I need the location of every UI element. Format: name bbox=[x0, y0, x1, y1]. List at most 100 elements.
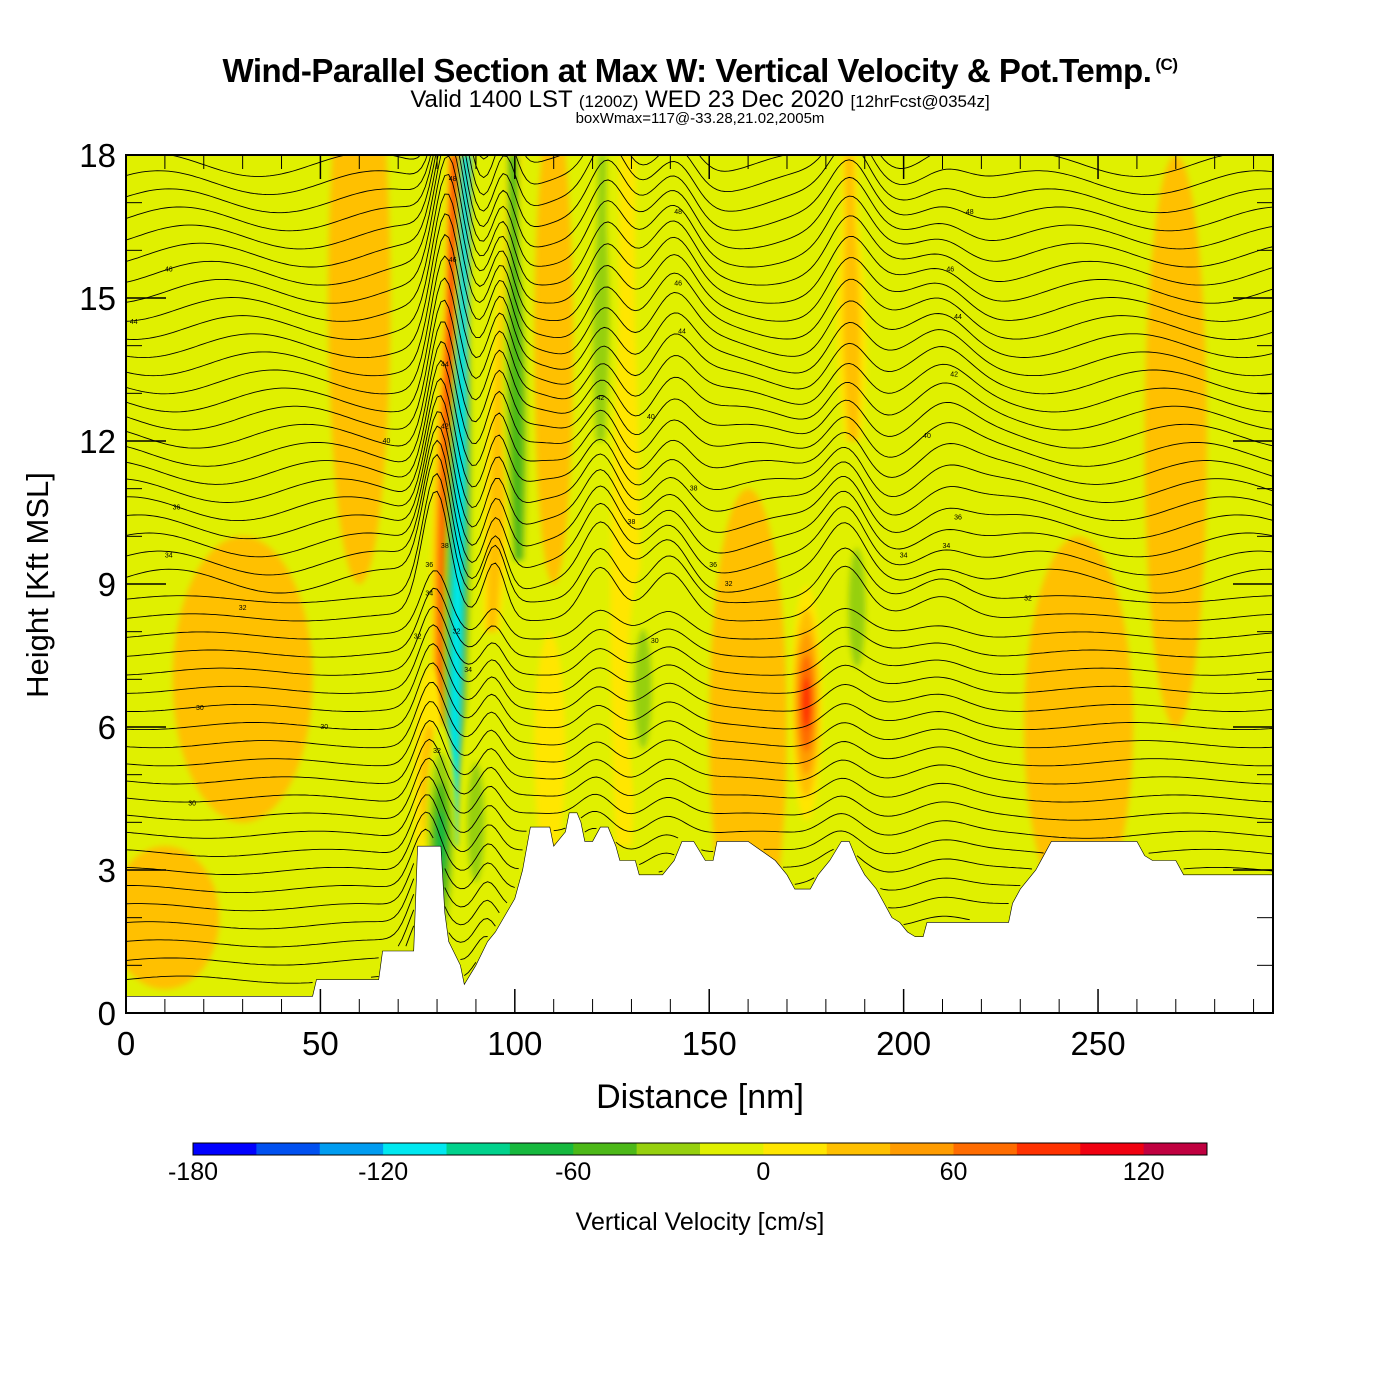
theta-contour-line bbox=[126, 359, 1273, 485]
theta-contour-label: 46 bbox=[165, 266, 173, 273]
forecast-info: [12hrFcst@0354z] bbox=[850, 92, 990, 111]
theta-contour-line bbox=[126, 453, 1273, 594]
colorbar-swatch bbox=[700, 1143, 764, 1155]
terrain-outline bbox=[126, 812, 1273, 1013]
theta-contour-line bbox=[126, 155, 1273, 286]
theta-contour-label: 34 bbox=[165, 552, 173, 559]
theta-contour-label: 40 bbox=[383, 438, 391, 445]
theta-contour-label: 46 bbox=[674, 281, 682, 288]
theta-contour-label: 38 bbox=[690, 486, 698, 493]
colorbar-swatch bbox=[446, 1143, 511, 1155]
theta-contour-line bbox=[126, 213, 1273, 359]
theta-contour-line bbox=[126, 605, 1273, 676]
y-tick-label: 18 bbox=[79, 137, 116, 174]
theta-contour-label: 44 bbox=[130, 319, 138, 326]
colorbar-tick-label: 0 bbox=[756, 1158, 770, 1186]
x-tick-label: 200 bbox=[876, 1025, 931, 1062]
theta-contour-line bbox=[126, 719, 1273, 785]
velocity-band bbox=[842, 155, 861, 441]
theta-contour-line bbox=[126, 878, 970, 930]
colorbar: -180 -120 -60 0 60 120 bbox=[168, 1142, 1208, 1186]
theta-contour-label: 32 bbox=[1024, 595, 1032, 602]
theta-contour-label: 44 bbox=[678, 328, 686, 335]
colorbar-tick-label: -120 bbox=[358, 1158, 408, 1186]
theta-contour-line bbox=[126, 377, 1273, 503]
y-tick-label: 9 bbox=[98, 566, 116, 603]
theta-contour-label: 42 bbox=[441, 424, 449, 431]
colorbar-swatch bbox=[319, 1143, 384, 1155]
theta-contour-line bbox=[126, 193, 1273, 340]
theta-contour-line bbox=[126, 255, 1273, 395]
velocity-band bbox=[848, 547, 866, 669]
x-tick-label: 0 bbox=[117, 1025, 135, 1062]
theta-contour-label: 32 bbox=[414, 633, 422, 640]
colorbar-swatch bbox=[383, 1143, 447, 1155]
theta-contour-label: 36 bbox=[173, 505, 181, 512]
y-tick-label: 12 bbox=[79, 423, 116, 460]
theta-contour-line bbox=[126, 155, 1273, 232]
colorbar-swatch bbox=[636, 1143, 701, 1155]
downdraft-2 bbox=[460, 704, 492, 940]
theta-contour-label: 36 bbox=[709, 562, 717, 569]
theta-contour-label: 34 bbox=[900, 552, 908, 559]
theta-contour-label: 32 bbox=[453, 629, 461, 636]
theta-contour-line bbox=[126, 738, 1273, 803]
theta-contour-line bbox=[126, 776, 1273, 839]
theta-contour-line bbox=[126, 925, 477, 984]
velocity-band bbox=[126, 846, 220, 990]
theta-contour-line bbox=[126, 299, 1273, 431]
chart-title-main: Wind-Parallel Section at Max W: Vertical… bbox=[222, 52, 1152, 89]
theta-contour-label: 30 bbox=[320, 724, 328, 731]
x-axis-label: Distance [nm] bbox=[596, 1078, 804, 1116]
valid-time: Valid 1400 LST bbox=[410, 86, 573, 113]
colorbar-swatch bbox=[1016, 1143, 1081, 1155]
theta-contour-label: 34 bbox=[425, 591, 433, 598]
x-tick-label: 50 bbox=[302, 1025, 339, 1062]
valid-zulu: (1200Z) bbox=[578, 92, 639, 111]
velocity-band bbox=[1024, 536, 1134, 918]
theta-contour-line bbox=[126, 894, 496, 948]
colorbar-tick-label: -60 bbox=[555, 1158, 591, 1186]
colorbar-swatch bbox=[509, 1143, 574, 1155]
theta-contour-line bbox=[126, 701, 1273, 767]
y-tick-label: 3 bbox=[98, 852, 116, 889]
theta-contour-label: 36 bbox=[954, 514, 962, 521]
theta-contour-label: 48 bbox=[674, 209, 682, 216]
colorbar-swatch bbox=[826, 1143, 891, 1155]
velocity-band bbox=[509, 155, 524, 561]
theta-contour-line bbox=[126, 155, 1273, 177]
x-tick-label: 250 bbox=[1071, 1025, 1126, 1062]
theta-contour-label: 32 bbox=[725, 581, 733, 588]
velocity-band bbox=[592, 155, 610, 441]
valid-date: WED 23 Dec 2020 bbox=[645, 86, 844, 113]
theta-contour-label: 48 bbox=[449, 176, 457, 183]
velocity-band bbox=[467, 762, 485, 883]
velocity-band bbox=[801, 677, 812, 730]
theta-contour-label: 46 bbox=[946, 266, 954, 273]
velocity-band bbox=[172, 536, 313, 823]
theta-contour-label: 42 bbox=[950, 371, 958, 378]
y-tick-label: 15 bbox=[79, 280, 116, 317]
theta-contour-line bbox=[126, 425, 1273, 558]
updraft-1 bbox=[790, 585, 823, 821]
theta-contour-label: 34 bbox=[464, 667, 472, 674]
colorbar-tick-label: -180 bbox=[168, 1158, 218, 1186]
chart-title: Wind-Parallel Section at Max W: Vertical… bbox=[0, 52, 1400, 90]
theta-contour-line bbox=[126, 570, 1273, 640]
colorbar-label: Vertical Velocity [cm/s] bbox=[575, 1208, 825, 1236]
colorbar-frame bbox=[192, 1142, 1208, 1156]
colorbar-swatch bbox=[763, 1143, 828, 1155]
colorbar-swatch bbox=[890, 1143, 954, 1155]
y-tick-label: 6 bbox=[98, 709, 116, 746]
theta-contour-label: 42 bbox=[596, 395, 604, 402]
velocity-band bbox=[328, 155, 391, 584]
downdraft-7 bbox=[281, 155, 313, 321]
theta-contour-line bbox=[126, 439, 1273, 576]
theta-contour-line bbox=[126, 794, 1273, 857]
velocity-band bbox=[281, 155, 313, 321]
theta-contour-line bbox=[126, 909, 488, 966]
theta-contour-line bbox=[126, 863, 1009, 912]
theta-contour-label: 36 bbox=[425, 562, 433, 569]
